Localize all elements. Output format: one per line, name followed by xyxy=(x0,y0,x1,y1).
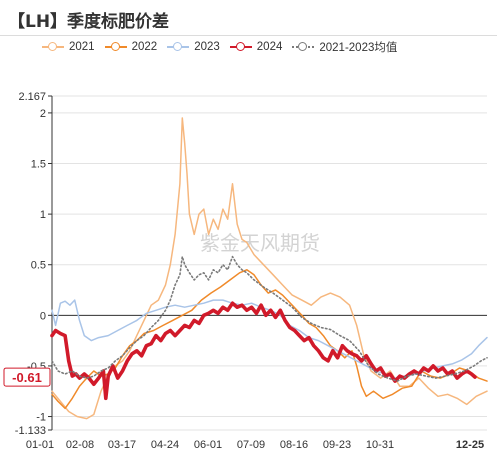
current-value-box xyxy=(3,367,51,387)
x-tick-label: 03-17 xyxy=(108,439,136,451)
legend-label: 2024 xyxy=(256,41,283,53)
legend-marker-icon xyxy=(104,41,127,53)
legend-item-4[interactable]: 2021-2023均值 xyxy=(292,39,397,55)
y-tick-label: 0.5 xyxy=(31,260,46,272)
x-tick-label: 02-08 xyxy=(66,439,94,451)
grid-lines xyxy=(52,95,487,431)
title-bar: 【LH】季度标肥价差 xyxy=(0,0,497,36)
legend-item-3[interactable]: 2024 xyxy=(229,41,283,53)
legend-marker-icon xyxy=(167,41,190,53)
x-tick-label: 06-01 xyxy=(194,439,222,451)
x-tick-label: 10-31 xyxy=(366,439,394,451)
series-line-0 xyxy=(51,117,488,420)
legend-marker-icon xyxy=(292,41,315,53)
title-divider xyxy=(0,35,497,36)
x-tick-label: 07-09 xyxy=(237,439,265,451)
current-value-label: -0.61 xyxy=(12,370,42,385)
legend-item-2[interactable]: 2023 xyxy=(167,41,220,53)
legend-label: 2021 xyxy=(69,41,95,53)
x-tick-label-current: 12-25 xyxy=(456,439,484,451)
series-line-3 xyxy=(50,301,477,401)
legend-item-0[interactable]: 2021 xyxy=(42,41,95,53)
y-tick-label: 0 xyxy=(40,310,46,322)
legend-label: 2022 xyxy=(131,41,158,53)
y-tick-label: 2.167 xyxy=(18,91,46,103)
series-lines xyxy=(50,117,488,420)
x-tick-label: 04-24 xyxy=(151,439,179,451)
y-tick-label: 1.5 xyxy=(31,159,46,171)
axes xyxy=(48,95,487,431)
x-tick-label: 01-01 xyxy=(26,439,54,451)
legend-label: 2023 xyxy=(194,41,220,53)
y-tick-label: 1 xyxy=(40,209,46,221)
series-line-4 xyxy=(51,255,488,382)
legend-marker-icon xyxy=(42,41,64,53)
x-tick-label: 08-16 xyxy=(280,439,308,451)
watermark-text: 紫金天风期货 xyxy=(200,231,320,255)
page-title: 【LH】季度标肥价差 xyxy=(8,12,170,32)
y-tick-label: -1.133 xyxy=(15,425,46,437)
legend-item-1[interactable]: 2022 xyxy=(104,41,158,53)
x-tick-label: 09-23 xyxy=(323,439,351,451)
legend-marker-icon xyxy=(229,41,252,53)
legend-label: 2021-2023均值 xyxy=(319,42,398,54)
y-tick-label: -1 xyxy=(36,412,46,424)
y-tick-label: 2 xyxy=(40,108,46,120)
chart-legend: 2021 2022 2023 2024 2021-2023均值 xyxy=(42,38,397,56)
